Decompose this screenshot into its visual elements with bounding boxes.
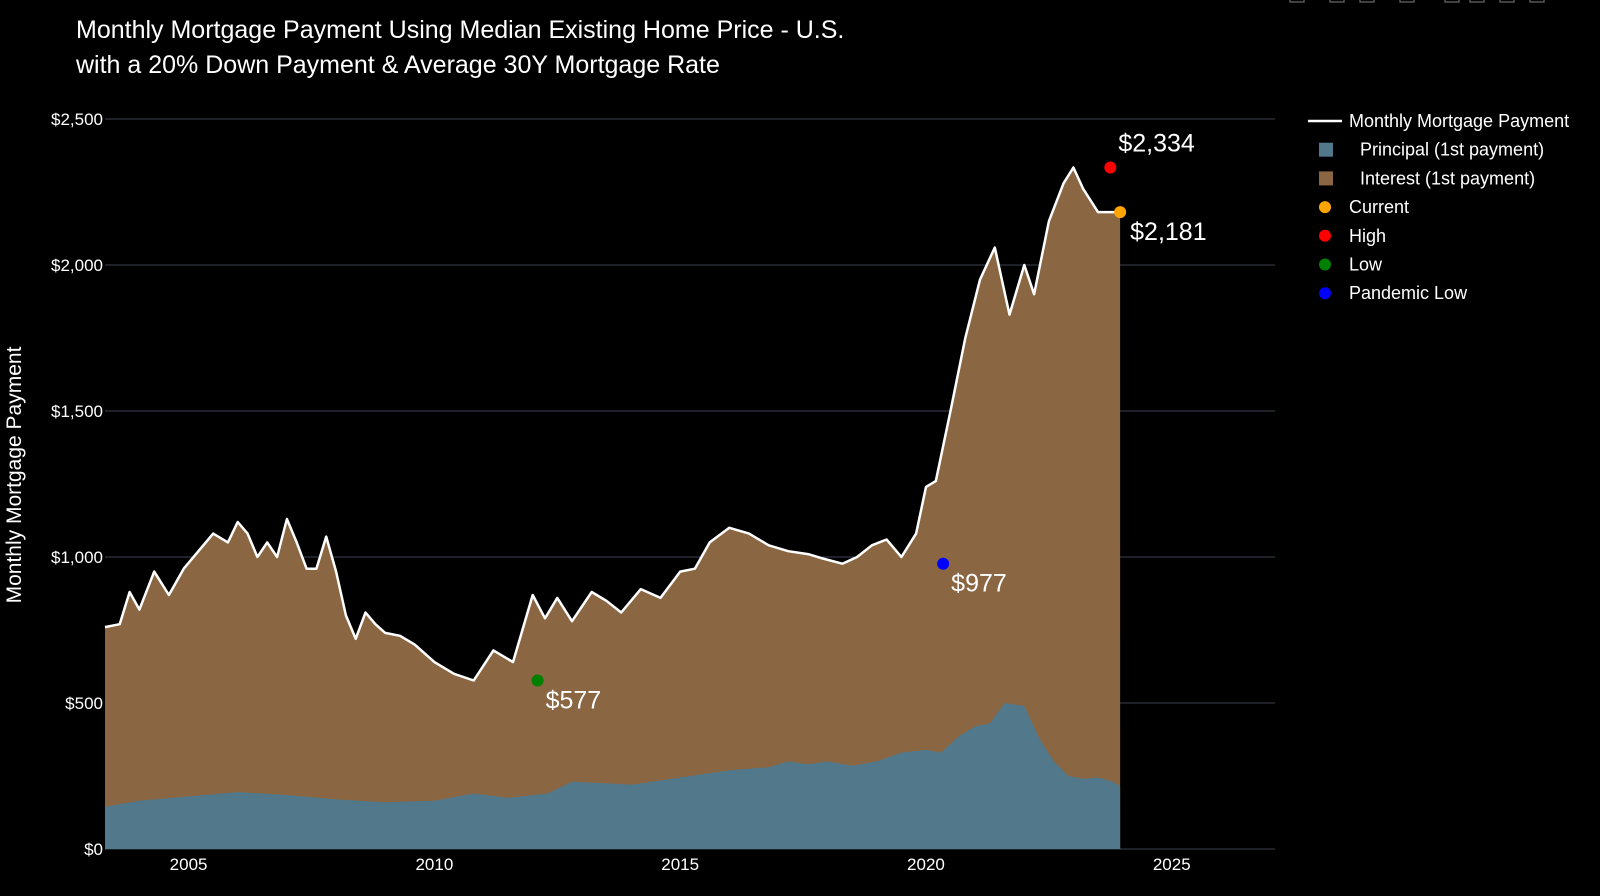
y-tick-label: $1,000 — [51, 548, 103, 567]
x-tick-label: 2005 — [170, 855, 208, 874]
legend-label: Pandemic Low — [1349, 283, 1468, 303]
title-line-1: Monthly Mortgage Payment Using Median Ex… — [76, 16, 844, 44]
low-marker[interactable] — [531, 674, 544, 687]
camera-icon[interactable] — [1289, 0, 1305, 3]
x-tick-label: 2010 — [415, 855, 453, 874]
interest-area — [105, 167, 1121, 849]
legend-item-high[interactable]: High — [1319, 226, 1386, 246]
pandemic-low-annotation: $977 — [951, 570, 1007, 598]
legend-item-current[interactable]: Current — [1319, 197, 1409, 217]
legend-label: Principal (1st payment) — [1360, 140, 1544, 160]
legend-dot-swatch — [1319, 287, 1331, 300]
toolbar[interactable] — [1289, 0, 1545, 3]
autoscale-icon[interactable] — [1499, 0, 1515, 3]
legend-label: Monthly Mortgage Payment — [1349, 111, 1569, 131]
x-tick-label: 2020 — [907, 855, 945, 874]
legend-item-low[interactable]: Low — [1319, 255, 1383, 275]
legend-item-monthly-mortgage-payment[interactable]: Monthly Mortgage Payment — [1308, 111, 1569, 131]
reset-axes-icon[interactable] — [1529, 0, 1545, 3]
legend-label: Current — [1349, 197, 1409, 217]
select-icon[interactable] — [1399, 0, 1415, 3]
high-annotation: $2,334 — [1118, 129, 1195, 157]
legend-item-principal-1st-payment[interactable]: Principal (1st payment) — [1319, 140, 1544, 160]
zoom-icon[interactable] — [1329, 0, 1345, 3]
zoom-out-icon[interactable] — [1469, 0, 1485, 3]
y-axis-title: Monthly Mortgage Payment — [3, 346, 26, 603]
y-tick-label: $2,500 — [51, 110, 103, 129]
chart-title: Monthly Mortgage Payment Using Median Ex… — [75, 16, 844, 79]
legend-label: Low — [1349, 255, 1383, 275]
y-tick-label: $0 — [84, 840, 103, 859]
legend-item-interest-1st-payment[interactable]: Interest (1st payment) — [1319, 168, 1535, 188]
y-tick-label: $1,500 — [51, 402, 103, 421]
low-annotation: $577 — [546, 687, 602, 715]
plot-area — [104, 166, 1121, 849]
markers: $2,334 $2,181 $577 $977 — [531, 129, 1207, 715]
x-tick-label: 2025 — [1153, 855, 1191, 874]
zoom-in-icon[interactable] — [1444, 0, 1460, 3]
current-marker[interactable] — [1114, 206, 1127, 219]
title-line-2: with a 20% Down Payment & Average 30Y Mo… — [75, 51, 720, 79]
high-marker[interactable] — [1104, 161, 1117, 174]
x-tick-label: 2015 — [661, 855, 699, 874]
legend[interactable]: Monthly Mortgage Payment Principal (1st p… — [1308, 111, 1569, 303]
x-axis: 2005 2010 2015 2020 2025 — [170, 855, 1191, 874]
pandemic-low-marker[interactable] — [937, 557, 950, 570]
payment-line — [104, 166, 1121, 682]
pan-icon[interactable] — [1359, 0, 1375, 3]
legend-dot-swatch — [1319, 201, 1331, 214]
y-tick-label: $500 — [65, 694, 103, 713]
legend-square-swatch — [1319, 142, 1333, 157]
legend-dot-swatch — [1319, 258, 1331, 271]
y-tick-label: $2,000 — [51, 256, 103, 275]
legend-label: High — [1349, 226, 1386, 246]
legend-item-pandemic-low[interactable]: Pandemic Low — [1319, 283, 1468, 303]
legend-label: Interest (1st payment) — [1360, 168, 1535, 188]
current-annotation: $2,181 — [1130, 218, 1206, 246]
principal-area — [105, 703, 1121, 849]
legend-square-swatch — [1319, 171, 1333, 186]
y-axis: $0 $500 $1,000 $1,500 $2,000 $2,500 — [51, 110, 103, 859]
legend-dot-swatch — [1319, 229, 1331, 242]
